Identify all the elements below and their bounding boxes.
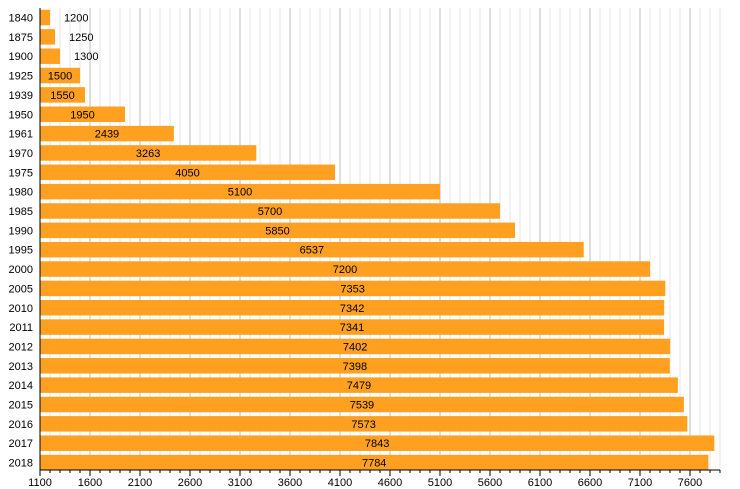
bar-1950 — [40, 106, 125, 122]
value-label-1950: 1950 — [70, 109, 94, 121]
category-label-1990: 1990 — [9, 225, 33, 237]
category-label-2014: 2014 — [9, 380, 33, 392]
category-label-1995: 1995 — [9, 245, 33, 257]
value-label-2013: 7398 — [343, 361, 367, 373]
x-tick-label-4600: 4600 — [378, 477, 402, 489]
x-tick-label-1100: 1100 — [28, 477, 52, 489]
category-label-1985: 1985 — [9, 206, 33, 218]
bar-1939 — [40, 87, 85, 103]
value-label-2018: 7784 — [362, 458, 386, 470]
bar-2014 — [40, 377, 678, 393]
bar-2017 — [40, 435, 715, 451]
category-label-2015: 2015 — [9, 400, 33, 412]
bar-2005 — [40, 280, 666, 297]
category-label-1970: 1970 — [9, 148, 33, 160]
value-label-2011: 7341 — [340, 322, 364, 334]
category-label-2017: 2017 — [9, 438, 33, 450]
value-label-2010: 7342 — [340, 303, 364, 315]
x-tick-label-2600: 2600 — [178, 477, 202, 489]
value-label-2014: 7479 — [347, 380, 371, 392]
bar-1990 — [40, 222, 515, 239]
x-tick-label-1600: 1600 — [78, 477, 102, 489]
bar-2016 — [40, 416, 688, 432]
category-label-1980: 1980 — [9, 187, 33, 199]
bar-1925 — [40, 67, 80, 84]
category-label-1950: 1950 — [9, 109, 33, 121]
axes: 1840 1875 1900 1925 1939 1950 1961 1970 1975 1980… — [9, 8, 721, 489]
value-label-2015: 7539 — [350, 400, 374, 412]
category-label-2000: 2000 — [9, 264, 33, 276]
bar-2015 — [40, 396, 684, 413]
grid-lines — [39, 8, 721, 470]
bars — [40, 9, 715, 471]
x-tick-label-7100: 7100 — [628, 477, 652, 489]
category-label-2011: 2011 — [9, 322, 33, 334]
category-label-1875: 1875 — [9, 32, 33, 44]
bar-1975 — [40, 164, 335, 181]
value-label-1961: 2439 — [95, 129, 119, 141]
category-label-2016: 2016 — [9, 419, 33, 431]
category-label-2005: 2005 — [9, 283, 33, 295]
value-label-2000: 7200 — [333, 264, 357, 276]
x-tick-label-6100: 6100 — [528, 477, 552, 489]
value-label-1985: 5700 — [258, 206, 282, 218]
value-label-2005: 7353 — [340, 283, 364, 295]
x-tick-label-2100: 2100 — [128, 477, 152, 489]
bar-2012 — [40, 338, 671, 355]
bar-2011 — [40, 319, 665, 335]
value-label-1925: 1500 — [48, 71, 72, 83]
value-label-1995: 6537 — [300, 245, 324, 257]
category-label-2018: 2018 — [9, 458, 33, 470]
bar-2000 — [40, 261, 650, 277]
category-label-2010: 2010 — [9, 303, 33, 315]
value-label-1970: 3263 — [136, 148, 160, 160]
x-tick-label-5600: 5600 — [478, 477, 502, 489]
bar-1985 — [40, 203, 500, 219]
value-label-1900: 1300 — [74, 51, 98, 63]
value-label-1980: 5100 — [228, 187, 252, 199]
x-tick-label-3600: 3600 — [278, 477, 302, 489]
bar-1980 — [40, 183, 440, 200]
bar-1961 — [40, 125, 174, 142]
x-tick-label-5100: 5100 — [428, 477, 452, 489]
category-label-2013: 2013 — [9, 361, 33, 373]
value-label-2012: 7402 — [343, 341, 367, 353]
value-label-1975: 4050 — [175, 167, 199, 179]
bar-1900 — [40, 48, 60, 64]
value-label-2017: 7843 — [365, 438, 389, 450]
bar-1995 — [40, 241, 584, 258]
x-tick-label-6600: 6600 — [578, 477, 602, 489]
category-label-1961: 1961 — [9, 129, 33, 141]
bar-2010 — [40, 300, 665, 316]
bar-2018 — [40, 454, 709, 471]
category-label-1975: 1975 — [9, 167, 33, 179]
bar-1970 — [40, 145, 257, 161]
category-label-1939: 1939 — [9, 90, 33, 102]
category-label-1840: 1840 — [9, 13, 33, 25]
value-label-1990: 5850 — [265, 225, 289, 237]
value-label-1875: 1250 — [69, 32, 93, 44]
bar-1875 — [40, 29, 55, 45]
bar-1840 — [40, 9, 50, 26]
value-label-1840: 1200 — [64, 13, 88, 25]
x-tick-label-3100: 3100 — [228, 477, 252, 489]
category-label-1900: 1900 — [9, 51, 33, 63]
value-label-1939: 1550 — [50, 90, 74, 102]
x-tick-label-7600: 7600 — [678, 477, 702, 489]
value-label-2016: 7573 — [351, 419, 375, 431]
category-label-2012: 2012 — [9, 341, 33, 353]
x-tick-label-4100: 4100 — [328, 477, 352, 489]
bar-2013 — [40, 358, 670, 374]
category-label-1925: 1925 — [9, 71, 33, 83]
